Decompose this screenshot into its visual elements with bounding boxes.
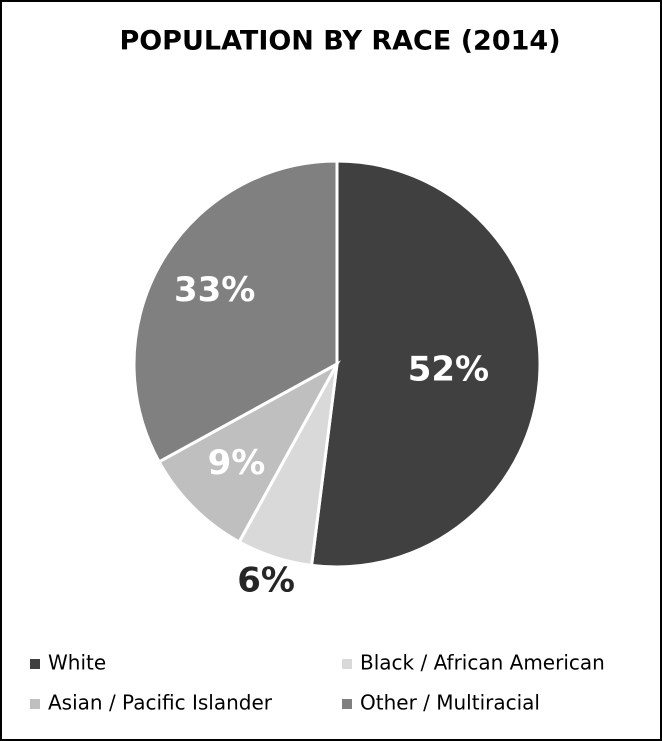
pie-slice	[157, 360, 341, 544]
legend-label: Asian / Pacific Islander	[48, 691, 273, 715]
legend-label: White	[48, 651, 106, 675]
legend-swatch	[30, 699, 40, 709]
pie-slice	[132, 159, 339, 464]
legend-swatch	[342, 699, 352, 709]
data-label: 9%	[208, 443, 266, 483]
pie-slice	[309, 159, 542, 569]
legend-swatch	[342, 659, 352, 669]
legend-label: Black / African American	[360, 651, 605, 675]
data-label: 6%	[237, 561, 295, 601]
legend-label: Other / Multiracial	[360, 691, 540, 715]
legend-swatch	[30, 659, 40, 669]
data-label: 52%	[408, 350, 489, 390]
data-label: 33%	[174, 270, 255, 310]
chart-title: POPULATION BY RACE (2014)	[119, 26, 560, 57]
